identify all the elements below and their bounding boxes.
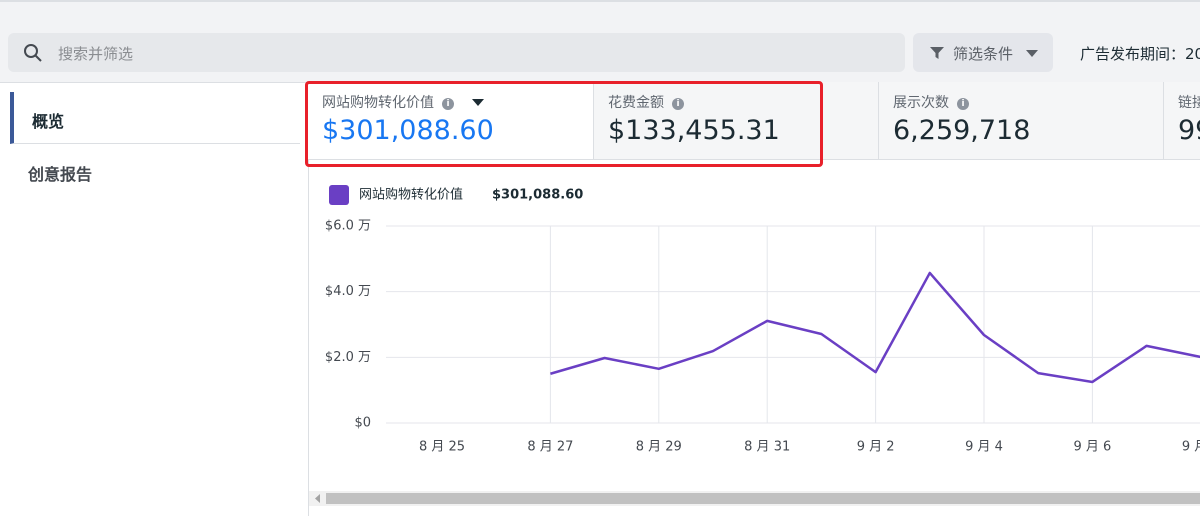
search-icon bbox=[24, 44, 42, 62]
nav-item[interactable]: 创意报告 bbox=[28, 165, 93, 184]
metric-label: 花费金额 bbox=[608, 95, 664, 111]
y-tick-label: $2.0 万 bbox=[325, 350, 371, 365]
metric-label: 展示次数 bbox=[893, 95, 949, 111]
filter-icon bbox=[930, 47, 944, 59]
x-tick-label: 9 月 6 bbox=[1073, 440, 1111, 455]
metric-card[interactable]: 花费金额 i $133,455.31 bbox=[594, 82, 879, 160]
metric-label: 网站购物转化价值 bbox=[322, 95, 434, 111]
search-placeholder: 搜索并筛选 bbox=[58, 45, 134, 63]
legend-label: 网站购物转化价值 bbox=[359, 187, 463, 203]
side-nav: 概览 创意报告 bbox=[10, 92, 300, 516]
nav-item[interactable]: 概览 bbox=[10, 92, 300, 144]
info-icon: i bbox=[672, 98, 684, 110]
date-range-label[interactable]: 广告发布期间：20 bbox=[1080, 45, 1200, 63]
x-tick-label: 8 月 29 bbox=[636, 440, 682, 455]
metric-value: $133,455.31 bbox=[608, 115, 780, 146]
top-border bbox=[0, 0, 1200, 2]
filter-button[interactable]: 筛选条件 bbox=[913, 33, 1053, 72]
legend-swatch bbox=[329, 185, 349, 205]
y-tick-label: $4.0 万 bbox=[325, 284, 371, 299]
chart-panel: 网站购物转化价值 $301,088.60 $0 $2.0 万 $4.0 万 $6.0 … bbox=[308, 160, 1200, 516]
metric-value: 99 bbox=[1178, 115, 1200, 146]
metric-label: 链接 bbox=[1178, 95, 1200, 111]
x-tick-label: 9 月 4 bbox=[965, 440, 1003, 455]
x-tick-label: 9 月 2 bbox=[857, 440, 895, 455]
x-tick-label: 8 月 25 bbox=[419, 440, 465, 455]
info-icon: i bbox=[442, 98, 454, 110]
metric-value: $301,088.60 bbox=[322, 115, 494, 146]
scrollbar-thumb[interactable] bbox=[326, 493, 1200, 504]
x-tick-label: 9 月 8 bbox=[1182, 440, 1200, 455]
y-tick-label: $0 bbox=[354, 416, 371, 431]
legend-total: $301,088.60 bbox=[492, 188, 583, 203]
search-box[interactable]: 搜索并筛选 bbox=[8, 33, 905, 72]
dropdown-caret[interactable] bbox=[472, 99, 484, 107]
highlight-box bbox=[305, 81, 823, 167]
info-icon: i bbox=[957, 98, 969, 110]
metric-card[interactable]: 展示次数 i 6,259,718 bbox=[879, 82, 1164, 160]
y-tick-label: $6.0 万 bbox=[325, 219, 371, 234]
metric-card[interactable]: 网站购物转化价值 i $301,088.60 bbox=[308, 82, 594, 160]
filter-label: 筛选条件 bbox=[953, 45, 1014, 63]
line-series bbox=[550, 271, 1200, 384]
metric-card[interactable]: 链接 99 bbox=[1164, 82, 1200, 160]
metric-value: 6,259,718 bbox=[893, 115, 1031, 146]
x-tick-label: 8 月 27 bbox=[527, 440, 573, 455]
scroll-left-arrow[interactable] bbox=[315, 494, 320, 503]
x-tick-label: 8 月 31 bbox=[744, 440, 790, 455]
chart: 网站购物转化价值 $301,088.60 $0 $2.0 万 $4.0 万 $6.0 … bbox=[309, 185, 1200, 506]
dropdown-caret bbox=[1026, 50, 1038, 57]
